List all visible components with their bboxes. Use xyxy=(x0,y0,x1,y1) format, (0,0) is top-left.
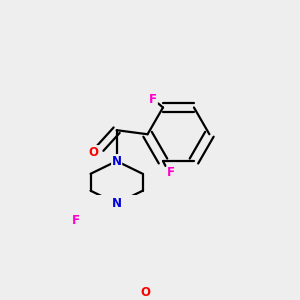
Text: F: F xyxy=(167,166,175,179)
Text: O: O xyxy=(141,286,151,298)
Text: N: N xyxy=(112,154,122,168)
Text: F: F xyxy=(72,214,80,227)
Text: O: O xyxy=(89,146,99,159)
Text: N: N xyxy=(112,197,122,210)
Text: F: F xyxy=(149,93,157,106)
